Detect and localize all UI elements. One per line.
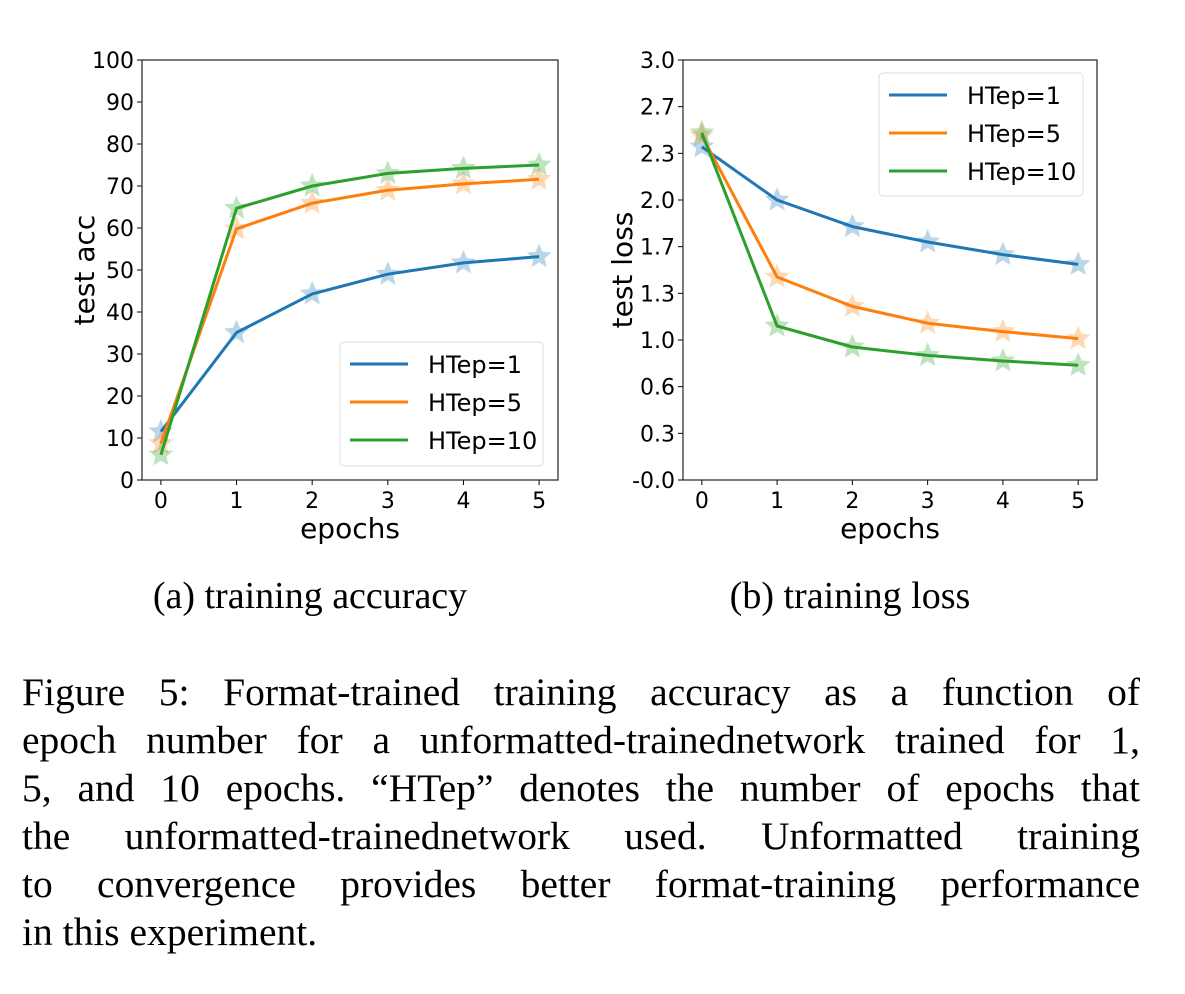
caption-line: the unformatted-trainednetwork used. Unf… <box>22 814 1140 858</box>
y-tick-label: 0.3 <box>640 422 675 447</box>
series-HTep=10 <box>689 119 1091 376</box>
caption-line: 5, and 10 epochs. “HTep” denotes the num… <box>22 766 1140 810</box>
series-HTep=1 <box>689 133 1091 275</box>
legend-label: HTep=5 <box>967 120 1061 148</box>
y-axis-label: test acc <box>68 215 101 326</box>
x-tick-label: 1 <box>230 489 244 514</box>
x-tick-label: 0 <box>695 489 709 514</box>
legend-box <box>339 341 544 467</box>
legend-label: HTep=10 <box>428 427 537 455</box>
y-tick-label: -0.0 <box>632 469 675 494</box>
chart-loss: 0 1 2 3 4 5 -0.0 0.3 0.6 1.0 1.3 1.7 2.0 2.3 2.7 3.0 epo… <box>606 49 1098 545</box>
y-tick-label: 10 <box>106 427 134 452</box>
y-tick-label: 3.0 <box>640 49 675 74</box>
y-tick-label: 80 <box>106 133 134 158</box>
y-axis-label: test loss <box>606 212 639 329</box>
y-tick-label: 1.3 <box>640 282 675 307</box>
caption-line: epoch number for a unformatted-trainedne… <box>22 718 1140 762</box>
y-tick-label: 50 <box>106 259 134 284</box>
data-point-star <box>689 119 715 144</box>
series-HTep=5 <box>689 122 1091 350</box>
x-tick-label: 2 <box>305 489 319 514</box>
caption-line: Figure 5: Format-trained training accura… <box>22 670 1140 714</box>
x-tick-label: 5 <box>1071 489 1085 514</box>
x-axis-label: epochs <box>300 512 400 545</box>
x-tick-label: 4 <box>996 489 1010 514</box>
y-tick-label: 60 <box>106 217 134 242</box>
series-line <box>700 134 1079 341</box>
series-line <box>159 255 540 433</box>
series-line <box>159 163 540 456</box>
y-tick-label: 20 <box>106 385 134 410</box>
series-line <box>159 177 540 444</box>
x-tick-label: 3 <box>921 489 935 514</box>
data-point-star <box>526 166 552 190</box>
legend-label: HTep=5 <box>428 389 522 417</box>
data-point-star <box>526 243 552 268</box>
y-tick-label: 1.0 <box>640 329 675 354</box>
x-tick-label: 1 <box>770 489 784 514</box>
x-tick-label: 3 <box>381 489 395 514</box>
y-tick-label: 40 <box>106 301 134 326</box>
series-line <box>700 132 1079 367</box>
y-tick-label: 2.3 <box>640 142 675 167</box>
caption-line: to convergence provides better format-tr… <box>22 862 1140 906</box>
legend-label: HTep=1 <box>967 82 1061 110</box>
legend: HTep=1 HTep=5 HTep=10 <box>339 341 544 467</box>
data-point-star <box>526 152 552 176</box>
y-tick-label: 70 <box>106 175 134 200</box>
subcaption-a: (a) training accuracy <box>152 575 468 617</box>
y-tick-label: 2.0 <box>640 189 675 214</box>
y-tick-label: 1.7 <box>640 236 675 261</box>
series-HTep=5 <box>148 166 552 454</box>
y-tick-label: 0.6 <box>640 376 675 401</box>
legend-box <box>878 72 1084 197</box>
y-tick-label: 90 <box>106 91 134 116</box>
series-HTep=10 <box>148 152 552 466</box>
plot-frame <box>141 59 559 481</box>
legend-label: HTep=1 <box>428 351 522 379</box>
y-tick-label: 0 <box>120 469 134 494</box>
caption-line: in this experiment. <box>22 910 318 954</box>
x-axis-label: epochs <box>840 512 940 545</box>
x-tick-label: 5 <box>532 489 546 514</box>
x-tick-label: 2 <box>845 489 859 514</box>
x-tick-label: 0 <box>154 489 168 514</box>
y-tick-label: 30 <box>106 343 134 368</box>
legend-label: HTep=10 <box>967 158 1076 186</box>
legend: HTep=1 HTep=5 HTep=10 <box>878 72 1084 197</box>
figure-caption: Figure 5: Format-trained training accura… <box>22 668 1140 956</box>
plot-frame <box>682 59 1098 481</box>
x-tick-label: 4 <box>456 489 470 514</box>
series-line <box>700 145 1079 266</box>
y-tick-label: 2.7 <box>640 96 675 121</box>
subcaption-b: (b) training loss <box>729 575 971 617</box>
y-tick-label: 100 <box>92 49 134 74</box>
